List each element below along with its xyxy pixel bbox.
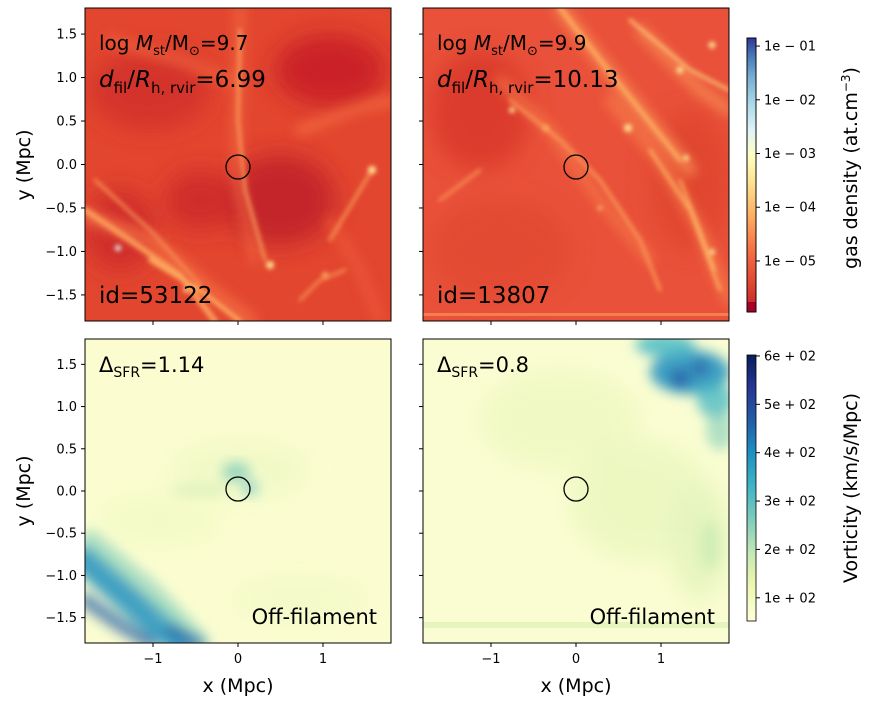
colorbar-tick-label: 1e + 02 (764, 591, 816, 606)
colorbar-tick-label: 1e − 05 (764, 254, 816, 269)
y-tick-label: 1.5 (56, 358, 77, 373)
y-tick-label: 1.0 (56, 400, 77, 415)
y-tick-label: 0.0 (56, 485, 77, 500)
panel-density-13807: log Mst/M⊙=9.9 dfil/Rh, rvir=10.13 id=13… (422, 7, 730, 322)
y-tick-label: −0.5 (45, 201, 77, 216)
x-axis-label-left: x (Mpc) (202, 675, 273, 697)
vorticity-map-right (423, 339, 729, 643)
filament-status-label: Off-filament (590, 605, 715, 629)
density-map-13807 (423, 8, 729, 321)
panel-density-53122: log Mst/M⊙=9.7 dfil/Rh, rvir=6.99 id=531… (84, 7, 392, 322)
y-axis-label-top: y (Mpc) (13, 129, 35, 200)
galaxy-marker-circle (225, 476, 251, 502)
x-tick-label: 0 (234, 652, 242, 667)
y-tick-label: −1.5 (45, 611, 77, 626)
stellar-mass-label: log Mst/M⊙=9.7 (99, 31, 248, 59)
delta-sfr-label: ΔSFR=1.14 (99, 353, 204, 381)
y-tick-label: −1.5 (45, 288, 77, 303)
density-colorbar (746, 37, 757, 313)
panel-vorticity-right: ΔSFR=0.8 Off-filament (422, 338, 730, 644)
vorticity-colorbar (746, 354, 757, 622)
y-tick-label: −0.5 (45, 527, 77, 542)
vorticity-colorbar-label: Vorticity (km/s/Mpc) (840, 393, 862, 583)
colorbar-tick-label: 6e + 02 (764, 349, 816, 364)
y-tick-label: 1.0 (56, 71, 77, 86)
colorbar-tick-label: 5e + 02 (764, 398, 816, 413)
y-tick-label: 0.5 (56, 115, 77, 130)
galaxy-marker-circle (563, 476, 589, 502)
colorbar-tick-label: 2e + 02 (764, 543, 816, 558)
colorbar-tick-label: 1e − 02 (764, 93, 816, 108)
stellar-mass-label: log Mst/M⊙=9.9 (437, 31, 586, 59)
y-axis-label-bottom: y (Mpc) (13, 455, 35, 526)
density-map-53122 (85, 8, 391, 321)
galaxy-marker-circle (225, 154, 251, 180)
x-axis-label-right: x (Mpc) (540, 675, 611, 697)
colorbar-tick-label: 1e − 04 (764, 201, 816, 216)
y-tick-label: 0.0 (56, 158, 77, 173)
filament-distance-label: dfil/Rh, rvir=10.13 (437, 67, 619, 97)
axes-layer: −1.5 −1.0 −0.5 0.0 0.5 1.0 1.5 −1 0 1 −1.5 −1.0 −0.5… (45, 28, 665, 667)
y-tick-label: −1.0 (45, 569, 77, 584)
delta-sfr-label: ΔSFR=0.8 (437, 353, 529, 381)
y-tick-label: −1.0 (45, 245, 77, 260)
filament-status-label: Off-filament (252, 605, 377, 629)
y-tick-label: 1.5 (56, 28, 77, 43)
panel-vorticity-left: ΔSFR=1.14 Off-filament (84, 338, 392, 644)
galaxy-marker-circle (563, 154, 589, 180)
colorbar-tick-label: 1e − 03 (764, 147, 816, 162)
x-tick-label: −1 (481, 652, 500, 667)
density-colorbar-label: gas density (at.cm−3) (839, 67, 862, 269)
galaxy-id-label: id=13807 (437, 283, 550, 309)
x-tick-label: 1 (319, 652, 327, 667)
colorbar-tick-label: 1e − 01 (764, 40, 816, 55)
vorticity-colorbar-ticks: 6e + 02 5e + 02 4e + 02 3e + 02 2e + 02 1e + … (756, 349, 816, 606)
x-tick-label: 0 (572, 652, 580, 667)
filament-distance-label: dfil/Rh, rvir=6.99 (99, 67, 266, 97)
colorbar-tick-label: 3e + 02 (764, 495, 816, 510)
colorbar-tick-label: 4e + 02 (764, 446, 816, 461)
vorticity-map-left (85, 339, 391, 643)
y-tick-label: 0.5 (56, 442, 77, 457)
x-tick-label: −1 (143, 652, 162, 667)
density-colorbar-ticks: 1e − 01 1e − 02 1e − 03 1e − 04 1e − 05 (756, 40, 816, 269)
galaxy-id-label: id=53122 (99, 283, 212, 309)
x-tick-label: 1 (657, 652, 665, 667)
